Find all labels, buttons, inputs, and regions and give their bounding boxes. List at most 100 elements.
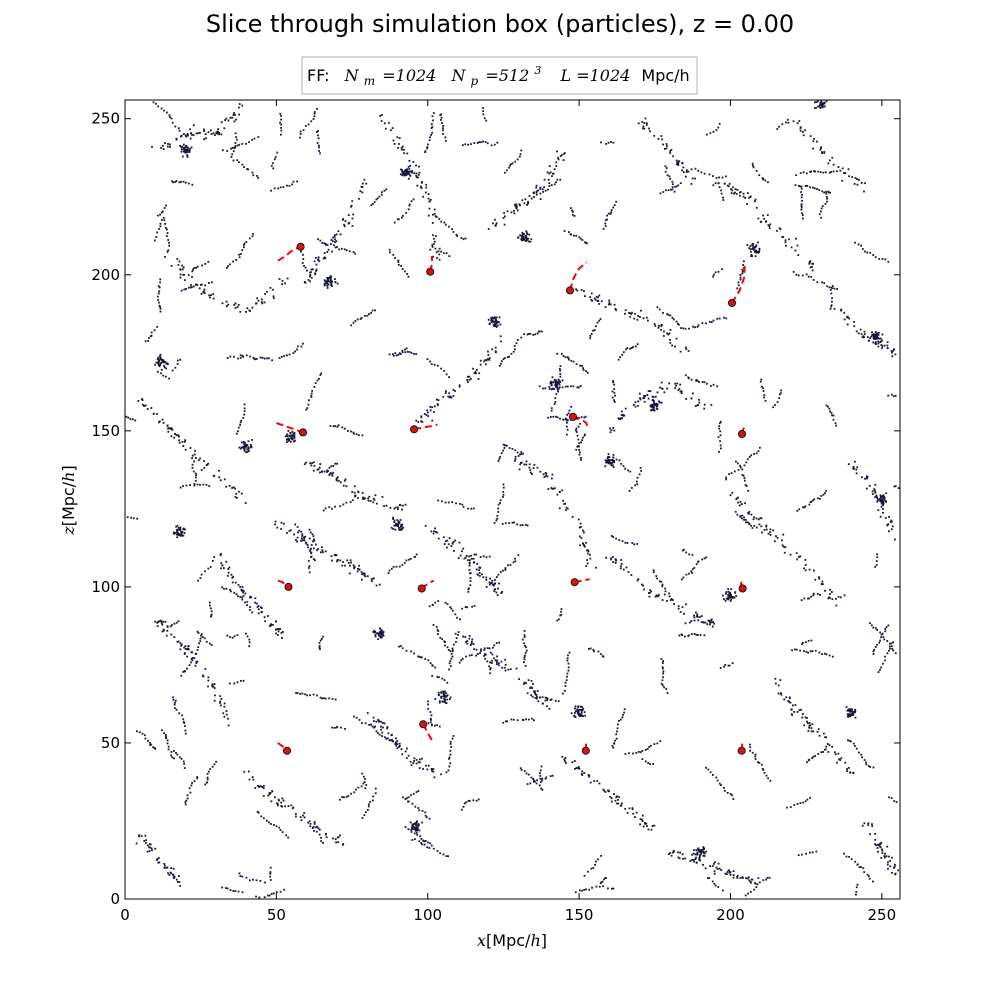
particle-point [825,404,828,407]
particle-point [610,800,613,803]
particle-point [162,216,165,219]
particle-point [146,844,149,847]
particle-point [174,701,176,704]
particle-point [244,502,247,504]
particle-point [728,869,730,872]
particle-point [442,695,444,698]
particle-point [671,316,674,319]
particle-point [700,171,703,174]
particle-point [401,753,404,756]
particle-point [578,448,580,451]
particle-point [796,509,799,512]
particle-point [745,877,747,880]
particle-point [830,305,833,308]
particle-point [702,851,705,854]
particle-point [630,313,633,315]
particle-point [617,723,619,726]
particle-point [372,577,375,580]
particle-point [654,325,657,327]
particle-point [695,611,697,614]
particle-point [431,770,433,772]
particle-point [343,225,346,228]
particle-point [715,177,718,179]
particle-point [605,460,608,462]
particle-point [843,318,846,321]
particle-point [818,189,821,191]
particle-point [709,771,712,774]
particle-point [303,812,306,814]
particle-point [433,530,435,533]
particle-point [494,224,497,227]
particle-point [502,493,505,496]
particle-point [534,333,537,336]
particle-point [565,506,568,509]
particle-point [337,841,339,844]
particle-point [177,533,180,536]
particle-point [374,792,377,795]
particle-point [236,159,239,162]
particle-point [666,332,668,335]
particle-point [157,621,160,623]
particle-point [697,560,700,563]
particle-point [581,239,584,241]
particle-point [713,870,716,873]
particle-point [232,355,235,358]
particle-point [580,526,582,528]
particle-point [421,421,424,423]
particle-point [666,313,669,315]
particle-point [330,283,333,285]
particle-point [884,659,886,662]
particle-point [439,637,442,639]
particle-point [656,742,659,745]
particle-point [652,398,654,401]
particle-point [181,155,184,158]
particle-point [161,630,164,633]
particle-point [718,425,721,428]
particle-point [725,592,727,595]
particle-point [313,538,315,541]
particle-point [608,458,610,461]
particle-point [602,788,605,791]
particle-point [702,846,705,849]
particle-point [147,337,150,340]
particle-point [519,524,522,527]
particle-point [184,732,187,735]
particle-point [191,133,193,136]
particle-point [248,778,251,781]
particle-point [405,649,408,652]
particle-point [240,253,242,255]
particle-point [582,529,584,532]
particle-point [613,793,615,795]
particle-point [361,186,364,189]
particle-point [831,745,834,748]
particle-point [675,159,678,162]
particle-point [568,358,570,361]
particle-point [426,768,429,771]
particle-point [539,777,542,780]
particle-point [140,398,143,400]
particle-point [251,611,254,614]
particle-point [819,104,821,106]
particle-point [172,181,175,184]
particle-point [282,522,285,525]
particle-point [360,186,363,188]
particle-point [257,784,259,787]
particle-point [221,586,224,589]
particle-point [340,726,342,729]
particle-point [890,350,893,353]
particle-point [280,521,283,524]
particle-point [403,348,406,351]
particle-point [613,460,615,462]
particle-point [450,545,453,547]
particle-point [143,734,146,737]
particle-point [736,877,739,879]
particle-point [167,430,170,433]
particle-point [433,237,435,240]
particle-point [829,288,832,291]
particle-point [860,244,863,247]
legend-np-exp: 3 [534,64,541,77]
particle-point [792,120,795,123]
particle-point [874,627,877,630]
particle-point [531,687,534,690]
particle-point [225,710,228,712]
